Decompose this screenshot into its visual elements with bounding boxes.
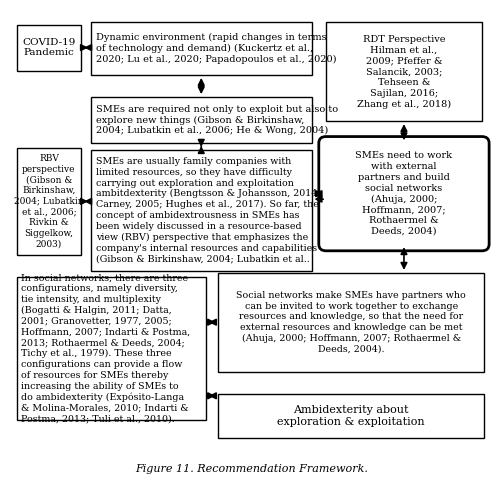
FancyBboxPatch shape bbox=[91, 97, 312, 143]
Text: SMEs need to work
with external
partners and build
social networks
(Ahuja, 2000;: SMEs need to work with external partners… bbox=[356, 152, 452, 236]
FancyBboxPatch shape bbox=[218, 393, 484, 437]
Text: Ambidexterity about
exploration & exploitation: Ambidexterity about exploration & exploi… bbox=[278, 404, 425, 426]
FancyBboxPatch shape bbox=[319, 137, 489, 251]
FancyBboxPatch shape bbox=[16, 148, 82, 255]
FancyBboxPatch shape bbox=[218, 273, 484, 371]
Text: RDT Perspective
Hilman et al.,
2009; Pfeffer &
Salancik, 2003;
Tehseen &
Sajilan: RDT Perspective Hilman et al., 2009; Pfe… bbox=[357, 35, 451, 109]
Text: Social networks make SMEs have partners who
can be invited to work together to e: Social networks make SMEs have partners … bbox=[236, 291, 466, 354]
Text: Dynamic environment (rapid changes in terms
of technology and demand) (Kuckertz : Dynamic environment (rapid changes in te… bbox=[96, 33, 336, 64]
FancyBboxPatch shape bbox=[91, 150, 312, 271]
Text: RBV
perspective
(Gibson &
Birkinshaw,
2004; Lubatkin
et al., 2006;
Rivkin &
Sigg: RBV perspective (Gibson & Birkinshaw, 20… bbox=[14, 154, 84, 249]
Text: In social networks, there are three
configurations, namely diversity,
tie intens: In social networks, there are three conf… bbox=[22, 274, 190, 424]
Text: SMEs are required not only to exploit but also to
explore new things (Gibson & B: SMEs are required not only to exploit bu… bbox=[96, 105, 338, 135]
FancyBboxPatch shape bbox=[16, 24, 82, 71]
Text: COVID-19
Pandemic: COVID-19 Pandemic bbox=[22, 38, 76, 57]
Text: Figure 11. Recommendation Framework.: Figure 11. Recommendation Framework. bbox=[135, 464, 368, 474]
FancyBboxPatch shape bbox=[16, 277, 206, 420]
FancyBboxPatch shape bbox=[326, 22, 482, 121]
FancyBboxPatch shape bbox=[91, 22, 312, 75]
Text: SMEs are usually family companies with
limited resources, so they have difficult: SMEs are usually family companies with l… bbox=[96, 157, 320, 263]
